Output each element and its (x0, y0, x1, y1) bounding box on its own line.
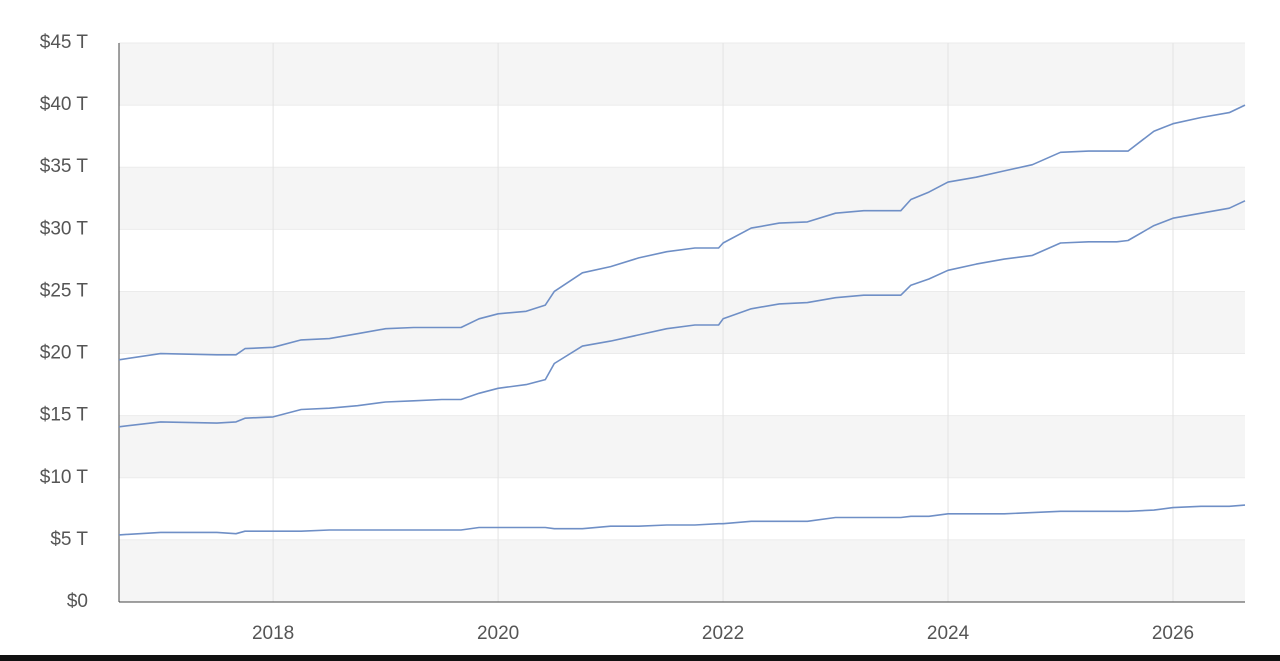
grid-band (119, 415, 1245, 478)
x-tick-label: 2020 (477, 623, 519, 644)
grid-band (119, 539, 1245, 602)
x-tick-label: 2018 (252, 623, 294, 644)
series-line (118, 504, 1246, 536)
grid-band (119, 291, 1245, 354)
y-tick-label: $10 T (40, 467, 89, 488)
bottom-strip (0, 655, 1280, 661)
y-tick-label: $35 T (40, 156, 89, 177)
y-tick-label: $0 (67, 591, 88, 612)
x-tick-label: 2024 (927, 623, 970, 644)
grid-band (119, 167, 1245, 230)
y-tick-label: $30 T (40, 218, 89, 239)
y-tick-label: $25 T (40, 280, 89, 301)
y-tick-label: $5 T (50, 529, 88, 550)
y-tick-label: $15 T (40, 405, 89, 426)
grid-band (119, 43, 1245, 106)
series-line (118, 200, 1246, 428)
y-tick-label: $40 T (40, 94, 89, 115)
x-tick-label: 2026 (1152, 623, 1194, 644)
y-tick-label: $45 T (40, 32, 89, 53)
series-line (118, 104, 1246, 361)
y-tick-label: $20 T (40, 343, 89, 364)
x-tick-label: 2022 (702, 623, 744, 644)
